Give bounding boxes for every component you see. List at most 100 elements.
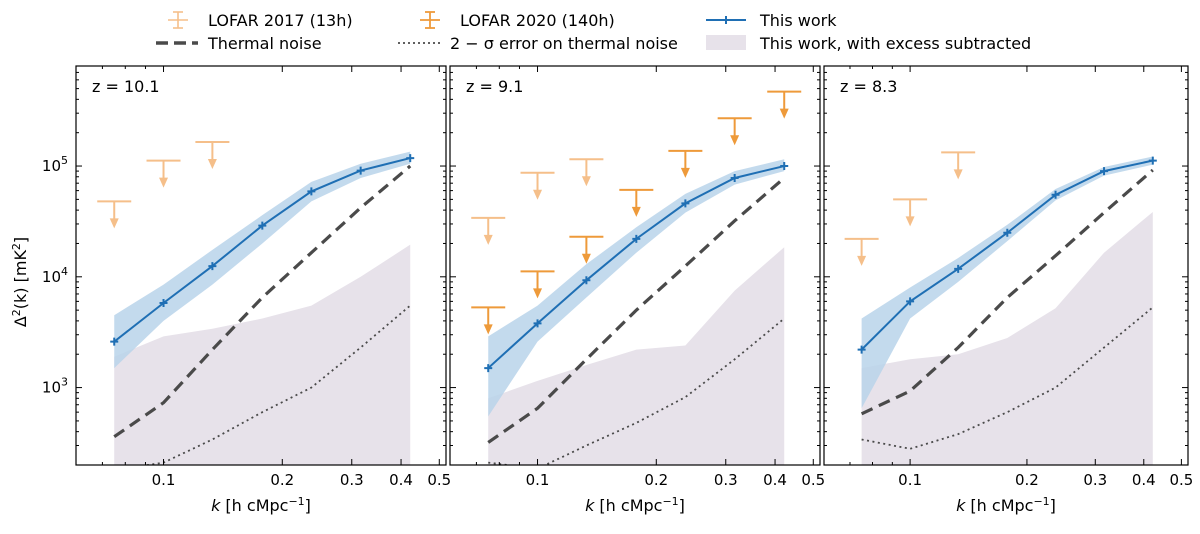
legend-lofar2017-label: LOFAR 2017 (13h): [208, 11, 353, 30]
thermal-noise-line: [113, 164, 412, 439]
legend-lofar2020-label: LOFAR 2020 (140h): [460, 11, 615, 30]
lofar2020-limit-arrowhead: [730, 135, 740, 146]
this-work-point: [356, 166, 365, 175]
lofar2017-limit-arrowhead: [483, 234, 493, 245]
lofar2017-limit-arrowhead: [50, 209, 59, 219]
this-work-point: [1003, 228, 1012, 237]
lofar2017-limit: [941, 151, 976, 180]
panel-label: z = 9.1: [466, 77, 523, 96]
lofar2020-limit-arrowhead: [631, 206, 641, 217]
legend-lofar2017-marker: [168, 11, 188, 29]
x-tick-label: 0.4: [763, 471, 787, 489]
lofar2017-limit-arrowhead: [799, 285, 808, 295]
panel-frame: [75, 65, 447, 466]
this-work-point: [406, 154, 415, 163]
legend: LOFAR 2017 (13h) LOFAR 2020 (140h) This …: [156, 11, 1031, 53]
legend-two-sigma-label: 2 − σ error on thermal noise: [450, 34, 678, 53]
x-tick-label: 0.1: [898, 471, 922, 489]
plot-area: [786, 151, 1157, 465]
lofar2017-limit-arrowhead: [953, 169, 963, 180]
this-work-point: [1148, 156, 1157, 165]
x-tick-label: 0.4: [1132, 471, 1156, 489]
lofar2017-limit: [97, 200, 132, 229]
lofar2017-limit: [146, 159, 181, 188]
y-tick-label: 103: [42, 376, 68, 397]
this-work-point: [533, 319, 542, 328]
lofar2017-limit-arrowhead: [159, 177, 169, 188]
panel-label: z = 10.1: [92, 77, 160, 96]
lofar2020-limit-arrowhead: [533, 288, 543, 299]
x-tick-label: 0.1: [526, 471, 550, 489]
this-work-point: [208, 262, 217, 271]
x-axis-label: k [h cMpc−1]: [211, 495, 311, 515]
lofar2017-limit-arrowhead: [109, 218, 119, 229]
this-work-point: [258, 221, 267, 230]
y-tick-label: 104: [42, 265, 68, 286]
y-axis-label: Δ2(k) [mK2]: [10, 237, 30, 327]
excess-region: [488, 247, 785, 465]
plot-area: [38, 140, 415, 465]
legend-this-work-label: This work: [759, 11, 837, 30]
x-tick-label: 0.4: [389, 471, 413, 489]
lofar2020-limit: [668, 149, 703, 178]
this-work-point: [780, 162, 789, 171]
lofar2020-limit: [569, 235, 604, 264]
legend-lofar2020-marker: [420, 11, 440, 29]
x-axis-label: k [h cMpc−1]: [956, 495, 1056, 515]
lofar2017-limit: [195, 140, 230, 169]
this-work-point: [1100, 167, 1109, 176]
panel-frame: [449, 65, 821, 466]
lofar2017-limit-arrowhead: [905, 216, 915, 227]
two-sigma-line: [861, 306, 1154, 450]
legend-this-work-marker: [706, 16, 746, 24]
panel-1: 103 104 105 0.1 0.2 0.3 0.4 0.5 z = 10.1 k [h cMp…: [38, 65, 451, 515]
y-tick-label: 105: [42, 154, 68, 175]
lofar2017-limit: [844, 237, 879, 266]
lofar2017-limit: [520, 171, 555, 200]
lofar2017-limit: [412, 241, 446, 268]
excess-region: [114, 244, 411, 465]
lofar2017-limit: [569, 158, 604, 187]
lofar2017-limit-arrowhead: [424, 258, 433, 268]
x-tick-label: 0.5: [801, 471, 825, 489]
this-work-band: [861, 156, 1153, 409]
x-tick-label: 0.3: [714, 471, 738, 489]
this-work-point: [582, 276, 591, 285]
panels: 103 104 105 0.1 0.2 0.3 0.4 0.5 z = 10.1 k [h cMp…: [38, 65, 1193, 515]
lofar2017-limit-arrowhead: [581, 176, 591, 187]
x-axis-label: k [h cMpc−1]: [585, 495, 685, 515]
x-tick-label: 0.5: [427, 471, 451, 489]
lofar2017-limit: [38, 192, 72, 219]
lofar2020-limit: [619, 188, 654, 217]
legend-excess-marker: [706, 35, 746, 50]
this-work-point: [484, 364, 493, 373]
lofar2020-limit-arrowhead: [581, 253, 591, 264]
lofar2020-limit: [717, 117, 752, 146]
this-work-point: [307, 187, 316, 196]
excess-region: [861, 211, 1153, 465]
x-tick-label: 0.3: [1083, 471, 1107, 489]
lofar2017-limit: [893, 198, 928, 227]
this-work-point: [730, 173, 739, 182]
lofar2017-limit-arrowhead: [857, 255, 867, 266]
lofar2020-limit-arrowhead: [680, 167, 690, 178]
this-work-point: [632, 234, 641, 243]
panel-2: 0.1 0.2 0.3 0.4 0.5 z = 9.1 k [h cMpc−1]: [412, 65, 825, 515]
x-tick-label: 0.5: [1169, 471, 1193, 489]
panel-label: z = 8.3: [840, 77, 897, 96]
panel-frame: [823, 65, 1189, 466]
x-tick-label: 0.2: [1015, 471, 1039, 489]
this-work-point: [1051, 190, 1060, 199]
lofar2020-limit: [471, 306, 506, 335]
this-work-point: [681, 199, 690, 208]
thermal-noise-line: [487, 176, 786, 444]
this-work-point: [159, 299, 168, 308]
this-work-point: [110, 337, 119, 346]
plot-area: [412, 90, 802, 465]
legend-thermal-label: Thermal noise: [207, 34, 322, 53]
lofar2017-limit: [786, 268, 820, 295]
legend-excess-label: This work, with excess subtracted: [759, 34, 1031, 53]
this-work-point: [954, 264, 963, 273]
this-work-point: [906, 297, 915, 306]
